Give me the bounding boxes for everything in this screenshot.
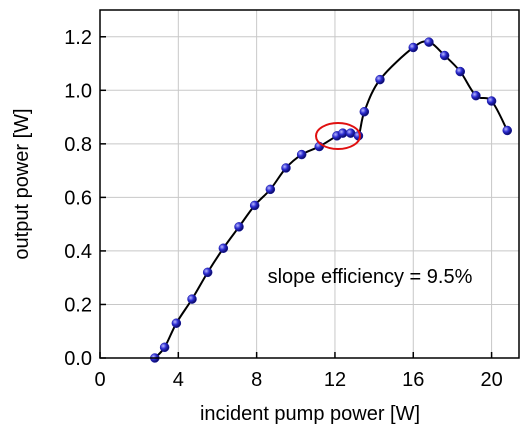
data-point bbox=[249, 200, 260, 211]
data-point bbox=[359, 106, 370, 117]
data-point bbox=[281, 163, 291, 173]
data-point bbox=[471, 90, 481, 101]
data-point bbox=[455, 66, 466, 77]
data-point bbox=[202, 267, 213, 278]
y-axis-label: output power [W] bbox=[11, 108, 33, 259]
y-tick-label: 1.2 bbox=[64, 27, 92, 49]
x-tick-label: 20 bbox=[480, 369, 502, 391]
x-tick-label: 16 bbox=[402, 369, 424, 391]
data-point bbox=[502, 125, 513, 136]
plot-frame bbox=[99, 9, 520, 359]
fit-line bbox=[154, 40, 509, 359]
y-tick-label: 0.2 bbox=[64, 294, 92, 316]
x-tick-label: 4 bbox=[173, 369, 184, 391]
y-tick-label: 0.0 bbox=[64, 348, 92, 370]
x-tick-label: 0 bbox=[94, 369, 105, 391]
highlight-ellipse bbox=[315, 122, 361, 150]
y-tick-label: 1.0 bbox=[64, 80, 92, 102]
y-tick-label: 0.6 bbox=[64, 187, 92, 209]
data-point bbox=[375, 74, 385, 85]
data-point bbox=[486, 96, 497, 106]
data-point bbox=[408, 42, 419, 53]
data-point bbox=[439, 50, 450, 61]
data-point bbox=[265, 184, 276, 195]
data-point bbox=[171, 318, 182, 328]
data-point bbox=[234, 222, 244, 232]
data-point bbox=[159, 342, 170, 353]
data-point bbox=[296, 149, 307, 160]
data-point bbox=[424, 37, 434, 47]
x-tick-label: 8 bbox=[251, 369, 262, 391]
x-axis-label: incident pump power [W] bbox=[200, 403, 420, 425]
data-point bbox=[218, 243, 229, 253]
y-tick-label: 0.8 bbox=[64, 134, 92, 156]
annotation: slope efficiency = 9.5% bbox=[268, 266, 473, 288]
y-tick-label: 0.4 bbox=[64, 241, 92, 263]
data-point bbox=[187, 294, 197, 304]
x-tick-label: 12 bbox=[324, 369, 346, 391]
